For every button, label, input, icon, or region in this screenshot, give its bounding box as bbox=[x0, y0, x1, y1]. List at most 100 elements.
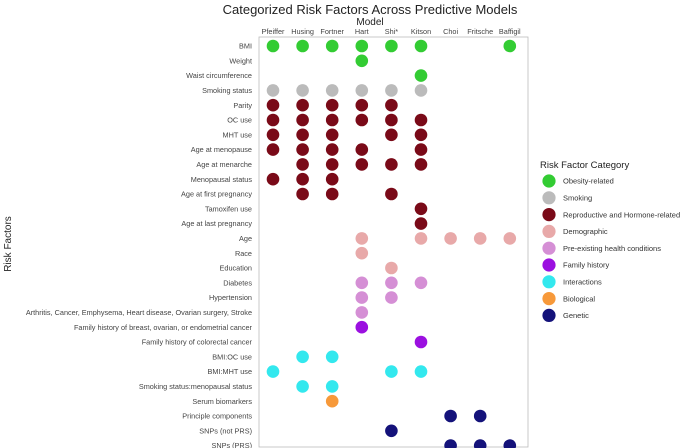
legend-label-obesity-related: Obesity-related bbox=[563, 177, 614, 186]
point-pfeiffer-smoking-status bbox=[266, 84, 280, 97]
point-hart-family-history-of-breast-ovarian-or-endometrial-cancer bbox=[355, 320, 369, 334]
x-tick-fortner: Fortner bbox=[320, 27, 344, 36]
point-fritsche-snps-prs bbox=[473, 439, 487, 448]
point-shi-bmi bbox=[385, 39, 398, 53]
point-husing-oc-use bbox=[296, 113, 309, 127]
y-tick-parity: Parity bbox=[233, 101, 252, 110]
point-shi-diabetes bbox=[385, 276, 398, 290]
point-baffigil-bmi bbox=[503, 39, 517, 53]
point-husing-menopausal-status bbox=[296, 172, 309, 186]
point-shi-smoking-status bbox=[385, 84, 398, 97]
legend-label-demographic: Demographic bbox=[563, 227, 608, 236]
legend-label-pre-existing-health-conditions: Pre-existing health conditions bbox=[563, 244, 661, 253]
point-husing-age-at-menarche bbox=[296, 158, 309, 171]
point-shi-education bbox=[385, 261, 398, 275]
point-husing-smoking-status bbox=[296, 84, 309, 97]
point-fortner-age-at-menopause bbox=[325, 143, 339, 156]
point-hart-age-at-menarche bbox=[355, 158, 369, 171]
y-tick-hypertension: Hypertension bbox=[209, 293, 252, 302]
y-tick-snps-not-prs: SNPs (not PRS) bbox=[199, 426, 252, 435]
legend-swatch-biological bbox=[542, 292, 556, 306]
point-shi-age-at-first-pregnancy bbox=[385, 187, 398, 201]
legend-label-interactions: Interactions bbox=[563, 278, 602, 287]
point-hart-arthritis-cancer-emphysema-heart-disease-ovarian-surgery-stroke bbox=[355, 306, 369, 319]
chart-title: Categorized Risk Factors Across Predicti… bbox=[223, 2, 518, 17]
point-fortner-parity bbox=[325, 98, 339, 112]
legend-swatch-genetic bbox=[542, 308, 556, 322]
point-pfeiffer-mht-use bbox=[266, 128, 280, 142]
point-hart-weight bbox=[355, 54, 369, 68]
x-tick-kitson: Kitson bbox=[411, 27, 431, 36]
point-choi-principle-components bbox=[444, 409, 457, 423]
point-fortner-smoking-status-menopausal-status bbox=[325, 380, 339, 393]
y-tick-mht-use: MHT use bbox=[223, 130, 252, 139]
point-fortner-oc-use bbox=[325, 113, 339, 127]
point-kitson-oc-use bbox=[414, 113, 428, 127]
point-kitson-diabetes bbox=[414, 276, 428, 290]
point-husing-bmi-oc-use bbox=[296, 350, 309, 364]
point-pfeiffer-menopausal-status bbox=[266, 172, 280, 186]
legend-label-genetic: Genetic bbox=[563, 311, 589, 320]
point-shi-oc-use bbox=[385, 113, 398, 127]
y-tick-tamoxifen-use: Tamoxifen use bbox=[205, 204, 252, 213]
legend-label-reproductive-and-hormone-related: Reproductive and Hormone-related bbox=[563, 210, 680, 219]
point-fritsche-age bbox=[473, 232, 487, 245]
point-kitson-smoking-status bbox=[414, 84, 428, 97]
y-tick-education: Education bbox=[220, 264, 252, 273]
point-husing-mht-use bbox=[296, 128, 309, 142]
point-kitson-age bbox=[414, 232, 428, 245]
point-shi-hypertension bbox=[385, 291, 398, 304]
y-tick-age-at-menopause: Age at menopause bbox=[191, 145, 252, 154]
y-tick-weight: Weight bbox=[229, 56, 252, 65]
x-tick-husing: Husing bbox=[291, 27, 314, 36]
point-kitson-age-at-menopause bbox=[414, 143, 428, 156]
point-kitson-age-at-menarche bbox=[414, 158, 428, 171]
point-fortner-menopausal-status bbox=[325, 172, 339, 186]
point-hart-bmi bbox=[355, 39, 369, 53]
y-tick-smoking-status-menopausal-status: Smoking status:menopausal status bbox=[139, 382, 253, 391]
point-choi-age bbox=[444, 232, 457, 245]
point-pfeiffer-age-at-menopause bbox=[266, 143, 280, 156]
point-fortner-serum-biomarkers bbox=[325, 394, 339, 408]
y-tick-labels: BMI Weight Waist circumference Smoking stat… bbox=[26, 42, 253, 448]
point-husing-age-at-first-pregnancy bbox=[296, 187, 309, 201]
point-hart-smoking-status bbox=[355, 84, 369, 97]
y-tick-family-history-of-breast-ovarian-or-endometrial-cancer: Family history of breast, ovarian, or en… bbox=[74, 323, 253, 332]
y-tick-smoking-status: Smoking status bbox=[202, 86, 252, 95]
legend-swatch-family-history bbox=[542, 258, 556, 272]
point-shi-bmi-mht-use bbox=[385, 365, 398, 378]
y-tick-serum-biomarkers: Serum biomarkers bbox=[192, 397, 252, 406]
point-kitson-bmi-mht-use bbox=[414, 365, 428, 378]
point-pfeiffer-oc-use bbox=[266, 113, 280, 127]
point-hart-age bbox=[355, 232, 369, 245]
point-hart-oc-use bbox=[355, 113, 369, 127]
point-hart-age-at-menopause bbox=[355, 143, 369, 156]
y-tick-bmi-mht-use: BMI:MHT use bbox=[208, 367, 252, 376]
point-shi-age-at-menarche bbox=[385, 158, 398, 171]
point-kitson-age-at-last-pregnancy bbox=[414, 217, 428, 230]
y-tick-principle-components: Principle components bbox=[182, 412, 252, 421]
legend-label-family-history: Family history bbox=[563, 261, 610, 270]
legend-swatch-interactions bbox=[542, 275, 556, 289]
legend-label-biological: Biological bbox=[563, 294, 595, 303]
point-kitson-mht-use bbox=[414, 128, 428, 142]
y-tick-age-at-first-pregnancy: Age at first pregnancy bbox=[181, 190, 252, 199]
legend-swatch-reproductive-and-hormone-related bbox=[542, 208, 556, 222]
point-husing-smoking-status-menopausal-status bbox=[296, 380, 309, 393]
point-fortner-bmi bbox=[325, 39, 339, 53]
point-fortner-bmi-oc-use bbox=[325, 350, 339, 364]
point-kitson-bmi bbox=[414, 39, 428, 53]
data-points bbox=[266, 39, 517, 448]
y-tick-waist-circumference: Waist circumference bbox=[186, 71, 252, 80]
point-fortner-smoking-status bbox=[325, 84, 339, 97]
legend: Obesity-related Smoking Reproductive and H… bbox=[542, 174, 680, 322]
point-shi-snps-not-prs bbox=[385, 424, 398, 438]
x-tick-fritsche: Fritsche bbox=[467, 27, 493, 36]
x-tick-pfeiffer: Pfeiffer bbox=[262, 27, 286, 36]
legend-swatch-smoking bbox=[542, 191, 556, 205]
x-tick-hart: Hart bbox=[355, 27, 369, 36]
legend-swatch-pre-existing-health-conditions bbox=[542, 241, 556, 255]
point-hart-parity bbox=[355, 98, 369, 112]
point-fortner-mht-use bbox=[325, 128, 339, 142]
